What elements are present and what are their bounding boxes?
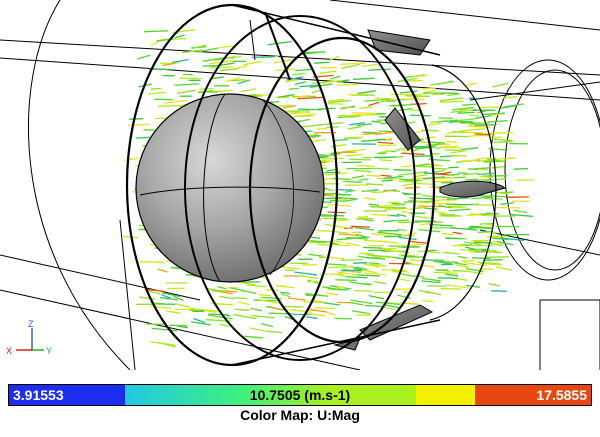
- color-bar-max-label: 17.5855: [536, 387, 587, 403]
- color-bar-segment-cyan: [125, 385, 242, 405]
- sphere-body: [135, 93, 325, 283]
- color-bar-segment-blue: [9, 385, 126, 405]
- axis-z-label: Z: [28, 319, 34, 329]
- color-bar-segment-yellow: [416, 385, 475, 405]
- color-bar-min-label: 3.91553: [13, 387, 64, 403]
- color-bar-segment-red: [474, 385, 591, 405]
- nacelle-wireframe: [125, 3, 497, 367]
- color-bar-segment-lime: [329, 385, 417, 405]
- axis-x-label: X: [6, 346, 12, 356]
- color-bar-segment-green: [241, 385, 330, 405]
- axis-y-label: Y: [46, 346, 52, 356]
- color-map-title: Color Map: U:Mag: [240, 407, 360, 423]
- color-bar-mid-label: 10.7505 (m.s-1): [249, 387, 351, 403]
- velocity-vector-scene[interactable]: [0, 0, 600, 370]
- color-bar-legend: 10.7505 (m.s-1) 3.91553 17.5855: [8, 384, 592, 406]
- axis-triad: Z X Y: [6, 319, 52, 356]
- outer-wireframe: [0, 0, 600, 370]
